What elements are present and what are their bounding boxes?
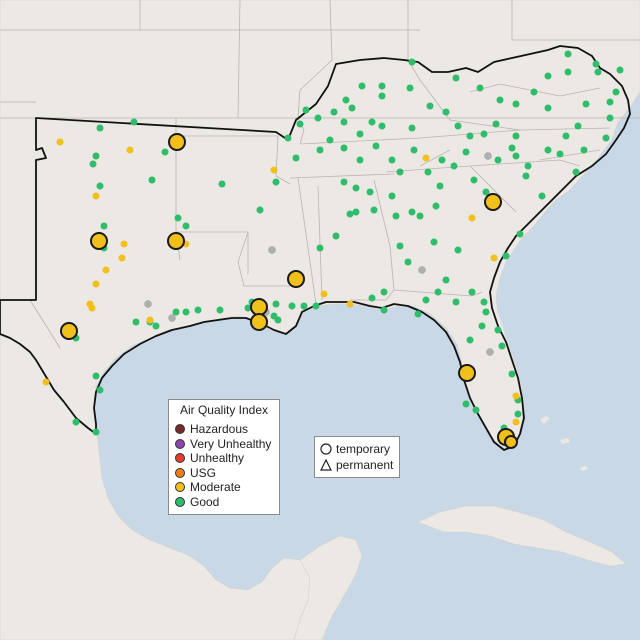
usg-dot-icon — [175, 467, 185, 478]
legend-item-permanent: permanent — [320, 457, 393, 473]
hazardous-dot-icon — [175, 424, 185, 434]
legend-label: Unhealthy — [190, 451, 245, 465]
unhealthy-dot-icon — [175, 453, 185, 463]
legend-label: Very Unhealthy — [190, 436, 272, 451]
circle-icon — [320, 443, 332, 455]
moderate-small-markers[interactable] — [42, 138, 520, 426]
land-florida — [458, 300, 522, 448]
good-markers[interactable] — [72, 50, 624, 436]
legend-item-usg: USG — [175, 466, 216, 480]
legend-item-hazardous: Hazardous — [175, 422, 248, 436]
monitor-type-legend: temporary permanent — [314, 436, 400, 478]
legend-label: Hazardous — [190, 422, 249, 436]
land-bahamas — [540, 416, 588, 471]
triangle-icon — [320, 459, 332, 471]
legend-item-good: Good — [175, 495, 219, 509]
legend-item-temporary: temporary — [320, 441, 390, 457]
aqi-legend-title: Air Quality Index — [179, 403, 269, 417]
legend-label: Good — [190, 494, 220, 509]
legend-label: permanent — [336, 458, 394, 472]
aqi-legend: Air Quality Index Hazardous Very Unhealt… — [168, 399, 280, 515]
legend-item-very-unhealthy: Very Unhealthy — [175, 437, 271, 451]
land-cuba — [417, 505, 627, 567]
good-dot-icon — [175, 496, 185, 507]
legend-label: USG — [190, 465, 217, 480]
legend-label: temporary — [336, 442, 391, 456]
legend-item-unhealthy: Unhealthy — [175, 451, 244, 465]
legend-label: Moderate — [190, 480, 241, 494]
moderate-dot-icon — [175, 482, 185, 492]
very-unhealthy-dot-icon — [175, 438, 185, 449]
land-yucatan — [293, 535, 363, 640]
legend-item-moderate: Moderate — [175, 480, 241, 494]
moderate-large-markers[interactable] — [60, 133, 518, 449]
